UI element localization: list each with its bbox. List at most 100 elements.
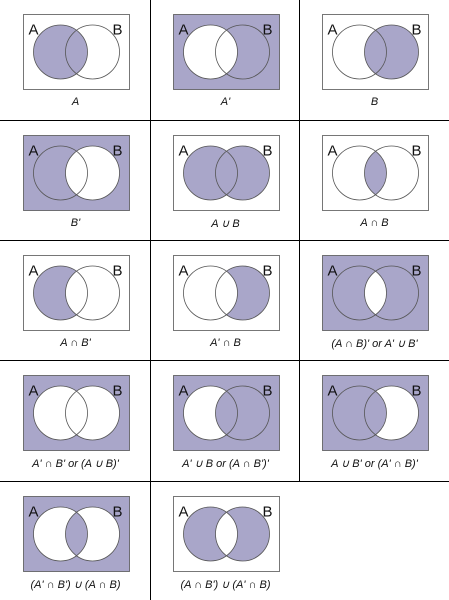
set-label-a: A [29,383,39,400]
circle-a-outline [33,145,88,201]
venn-cell-symmetric-diff: A B (A ∩ B') ∪ (A' ∩ B) [151,482,300,600]
set-label-a: A [179,504,189,521]
circle-b-outline [215,385,270,441]
circle-b-outline [65,385,120,441]
region-b-only [364,266,419,320]
circle-b-outline [215,265,270,321]
circle-b-base [65,386,120,440]
diagram-caption: A ∪ B [211,218,240,230]
diagram-caption: (A ∩ B)' or A' ∪ B' [331,338,418,350]
set-label-a: A [29,22,39,39]
circle-b-outline [65,506,120,562]
universe-box-outline [23,255,130,331]
circle-a-outline [33,506,88,562]
universe-box-outline [173,496,280,572]
set-label-b: B [113,263,123,280]
diagram-caption: A [71,96,80,108]
circle-b-outline [364,265,419,321]
circle-a-outline [332,265,387,321]
set-label-a: A [179,22,189,39]
diagram-caption: (A' ∩ B') ∪ (A ∩ B) [30,579,121,591]
set-label-a: A [179,263,189,280]
circle-b-outline [364,145,419,201]
circle-a-outline [183,24,238,80]
universe-box-outline [23,375,130,451]
set-label-a: A [29,263,39,280]
circle-a-outline [332,145,387,201]
circle-a-outline [33,265,88,321]
circle-a-outline [183,385,238,441]
circle-b-outline [215,506,270,562]
region-intersection [65,25,88,79]
set-label-b: B [113,383,123,400]
region-intersection [215,146,238,200]
set-label-a: A [328,22,338,39]
circle-a-outline [183,265,238,321]
set-label-a: A [179,383,189,400]
region-b-only [215,25,270,79]
set-label-b: B [263,383,273,400]
circle-a-outline [183,145,238,201]
universe-box-outline [322,135,429,211]
circle-b-outline [65,24,120,80]
set-label-a: A [29,143,39,160]
circle-a-outline [33,24,88,80]
circle-a-outline [332,24,387,80]
universe-box-outline [23,14,130,90]
set-label-a: A [328,143,338,160]
set-label-b: B [113,22,123,39]
universe-box-outline [173,135,280,211]
diagram-caption: A' ∩ B' or (A ∪ B)' [32,458,119,470]
universe-box-outline [322,375,429,451]
circle-b-outline [65,145,120,201]
universe-box-outline [23,496,130,572]
universe-box-outline [322,14,429,90]
circle-b-outline [215,145,270,201]
set-label-a: A [29,504,39,521]
region-a-only [33,146,88,200]
set-label-b: B [113,504,123,521]
set-label-b: B [263,22,273,39]
set-label-b: B [263,504,273,521]
set-label-b: B [412,143,422,160]
venn-cell-b-complement: A B B' [0,121,151,241]
set-label-b: B [412,383,422,400]
diagram-caption: A ∪ B' or (A' ∩ B)' [331,458,418,470]
diagram-caption: A ∩ B' [60,337,91,349]
set-label-a: A [328,383,338,400]
region-b-only [215,507,270,561]
diagram-caption: B [370,96,379,108]
circle-a-outline [183,506,238,562]
venn-cell-not-a-and-b-compl: A B (A ∩ B)' or A' ∪ B' [300,241,449,361]
universe-box-outline [322,255,429,331]
diagram-caption: A' [220,96,231,108]
circle-b-outline [364,24,419,80]
venn-cell-equivalence: A B (A' ∩ B') ∪ (A ∩ B) [0,482,151,600]
set-label-a: A [179,143,189,160]
diagram-caption: (A ∩ B') ∪ (A' ∩ B) [180,579,271,591]
region-intersection [364,386,387,440]
circle-b-outline [215,24,270,80]
venn-cell-not-a-and-b: A B A' ∩ B [151,241,300,361]
venn-cell-a-complement: A B A' [151,0,300,121]
region-intersection [364,146,387,200]
